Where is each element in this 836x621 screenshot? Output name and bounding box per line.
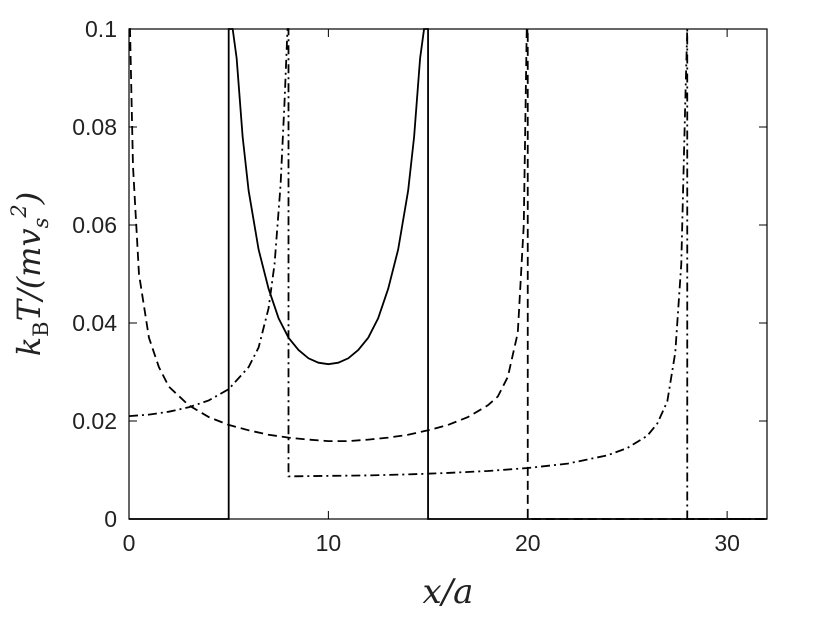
y-tick-label: 0.06 <box>72 212 117 238</box>
y-tick-label: 0 <box>104 506 117 532</box>
x-tick-label: 20 <box>515 530 541 556</box>
y-axis-label: kBT/(mvs2) <box>7 192 53 357</box>
series-line-solid <box>129 28 767 520</box>
y-tick-label: 0.02 <box>72 408 117 434</box>
series-layer <box>128 28 767 520</box>
x-axis-label: x/a <box>423 572 474 612</box>
ticks-layer: 0 10 20 30 0 0.02 0.04 0.06 0.08 0.1 <box>72 16 767 556</box>
y-tick-label: 0.08 <box>72 114 117 140</box>
y-axis-label-group: kBT/(mvs2) <box>7 192 53 357</box>
y-tick-label: 0.04 <box>72 310 117 336</box>
x-tick-label: 30 <box>714 530 740 556</box>
x-tick-label: 0 <box>123 530 136 556</box>
y-tick-label: 0.1 <box>85 16 117 42</box>
series-line-dashdot <box>128 28 767 520</box>
x-tick-label: 10 <box>316 530 342 556</box>
series-line-dashed <box>129 28 767 520</box>
plot-area <box>128 28 768 520</box>
